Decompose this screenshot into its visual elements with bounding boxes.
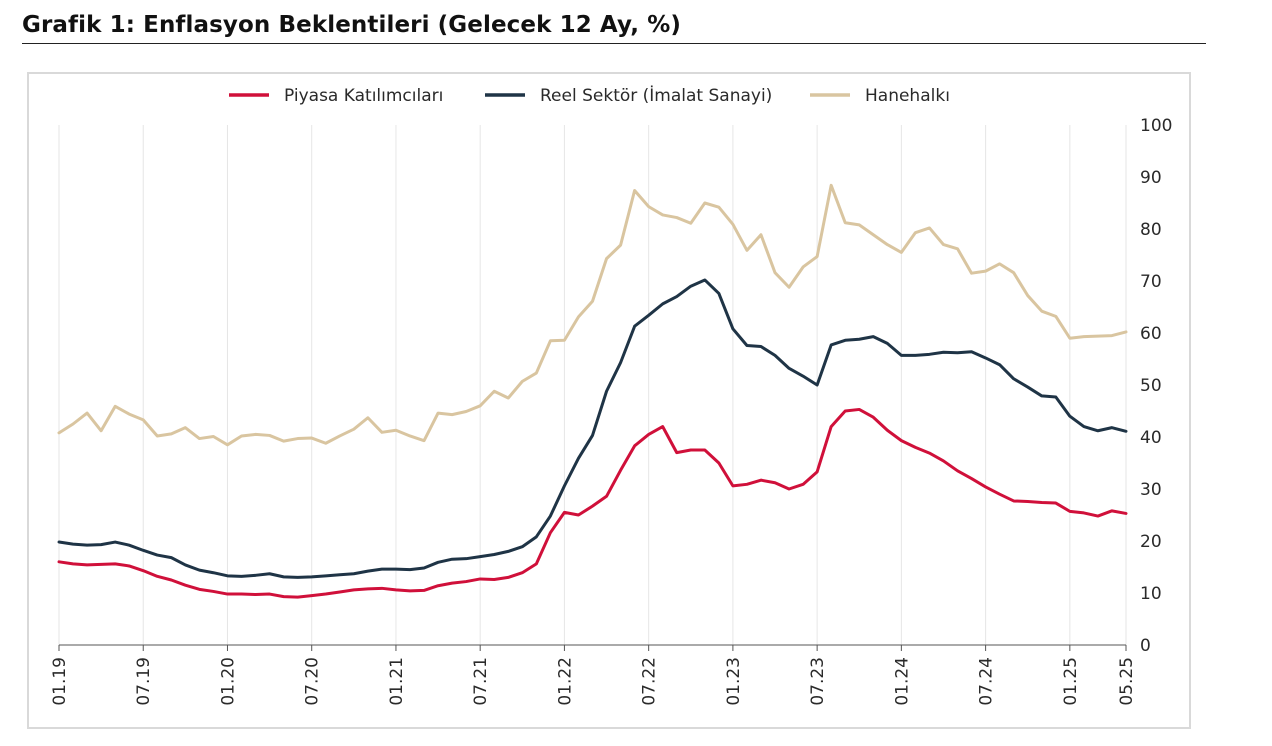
x-tick-label: 07.20 bbox=[303, 657, 323, 706]
y-tick-label: 30 bbox=[1140, 480, 1162, 500]
y-tick-label: 100 bbox=[1140, 116, 1172, 136]
legend: Piyasa Katılımcıları Reel Sektör (İmalat … bbox=[229, 85, 950, 106]
x-tick-label: 01.23 bbox=[724, 657, 744, 706]
x-tick-label: 07.24 bbox=[977, 657, 997, 706]
x-tick-label: 01.24 bbox=[892, 657, 912, 706]
series-line-1 bbox=[57, 278, 1128, 579]
series-line-0 bbox=[57, 407, 1128, 599]
legend-label: Reel Sektör (İmalat Sanayi) bbox=[540, 85, 772, 106]
y-tick-label: 10 bbox=[1140, 584, 1162, 604]
x-tick-label: 01.22 bbox=[555, 657, 575, 706]
y-tick-label: 0 bbox=[1140, 636, 1151, 656]
legend-label: Hanehalkı bbox=[865, 86, 950, 106]
x-tick-label: 07.22 bbox=[640, 657, 660, 706]
title-underline bbox=[22, 43, 1206, 44]
y-tick-label: 80 bbox=[1140, 220, 1162, 240]
y-tick-label: 50 bbox=[1140, 376, 1162, 396]
x-tick-label: 01.21 bbox=[387, 657, 407, 706]
x-tick-label: 07.19 bbox=[134, 657, 154, 706]
y-tick-label: 90 bbox=[1140, 168, 1162, 188]
y-tick-label: 70 bbox=[1140, 272, 1162, 292]
legend-label: Piyasa Katılımcıları bbox=[284, 86, 443, 106]
x-tick-label: 07.21 bbox=[471, 657, 491, 706]
x-tick-label: 05.25 bbox=[1117, 657, 1137, 706]
chart-title: Grafik 1: Enflasyon Beklentileri (Gelece… bbox=[22, 12, 681, 38]
series-line-2 bbox=[57, 183, 1128, 447]
x-tick-label: 07.23 bbox=[808, 657, 828, 706]
x-tick-label: 01.25 bbox=[1061, 657, 1081, 706]
x-tick-label: 01.20 bbox=[218, 657, 238, 706]
y-tick-label: 40 bbox=[1140, 428, 1162, 448]
x-tick-label: 01.19 bbox=[50, 657, 70, 706]
y-tick-label: 60 bbox=[1140, 324, 1162, 344]
grid-lines bbox=[58, 125, 1127, 645]
y-tick-label: 20 bbox=[1140, 532, 1162, 552]
chart-frame bbox=[27, 72, 1191, 729]
